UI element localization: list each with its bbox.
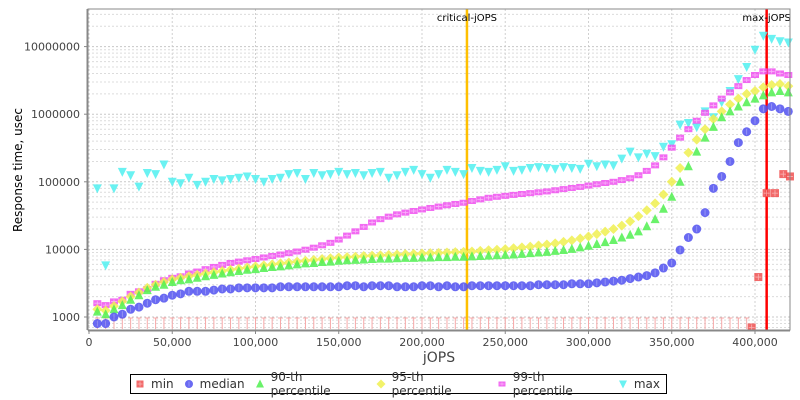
triangle-up-marker-icon — [255, 379, 264, 388]
legend-item-min: min — [135, 377, 174, 391]
plot-area-border — [87, 8, 791, 331]
series-median — [92, 101, 793, 329]
vertical-marker-label: max-jOPS — [742, 13, 790, 24]
vertical-marker-label: critical-jOPS — [437, 13, 497, 24]
legend-item-median: median — [184, 377, 245, 391]
legend-item-95-th-percentile: 95-th percentile — [376, 370, 487, 398]
y-tick-label: 1000 — [52, 311, 80, 324]
legend-label: min — [151, 377, 174, 391]
x-axis-label: jOPS — [422, 350, 455, 366]
legend-label: 99-th percentile — [512, 370, 573, 398]
square-plus-marker-icon — [498, 381, 506, 387]
diamond-marker-icon — [376, 379, 386, 389]
x-tick-label: 0 — [86, 336, 93, 349]
x-tick-label: 400,000 — [732, 336, 778, 349]
legend-label: median — [199, 377, 245, 391]
x-axis: 0 50,000 100,000 150,000 200,000 250,000 300,0… — [86, 330, 790, 349]
legend-item-99-th-percentile: 99-th percentile — [497, 370, 608, 398]
y-tick-label: 10000 — [45, 243, 80, 256]
legend-item-90-th-percentile: 90-th percentile — [255, 370, 366, 398]
series-90-th-percentile — [92, 86, 793, 319]
y-tick-label: 10000000 — [24, 41, 80, 54]
legend-label: 90-th percentile — [270, 370, 331, 398]
circle-marker-icon — [184, 380, 193, 388]
legend-label: max — [633, 377, 661, 391]
x-tick-label: 300,000 — [566, 336, 612, 349]
y-axis-label: Response time, usec — [11, 108, 25, 232]
x-tick-label: 350,000 — [649, 336, 695, 349]
series-max — [92, 31, 793, 271]
y-tick-label: 1000000 — [31, 108, 80, 121]
legend-item-max: max — [618, 377, 660, 391]
x-tick-label: 50,000 — [153, 336, 192, 349]
min-stems — [94, 317, 750, 329]
data-points — [92, 31, 794, 332]
series-95-th-percentile — [92, 78, 794, 316]
x-tick-label: 100,000 — [233, 336, 279, 349]
vertical-markers: critical-jOPS max-jOPS — [437, 9, 791, 330]
y-axis: 1000 10000 100000 1000000 10000000 — [24, 9, 88, 330]
legend-label: 95-th percentile — [391, 370, 452, 398]
x-tick-label: 200,000 — [399, 336, 445, 349]
x-tick-label: 250,000 — [483, 336, 529, 349]
chart-legend: min median 90-th percentile 95-th percentil… — [130, 370, 667, 398]
triangle-down-marker-icon — [618, 380, 627, 389]
y-tick-label: 100000 — [38, 176, 80, 189]
square-marker-icon — [136, 380, 144, 388]
x-tick-label: 150,000 — [316, 336, 362, 349]
